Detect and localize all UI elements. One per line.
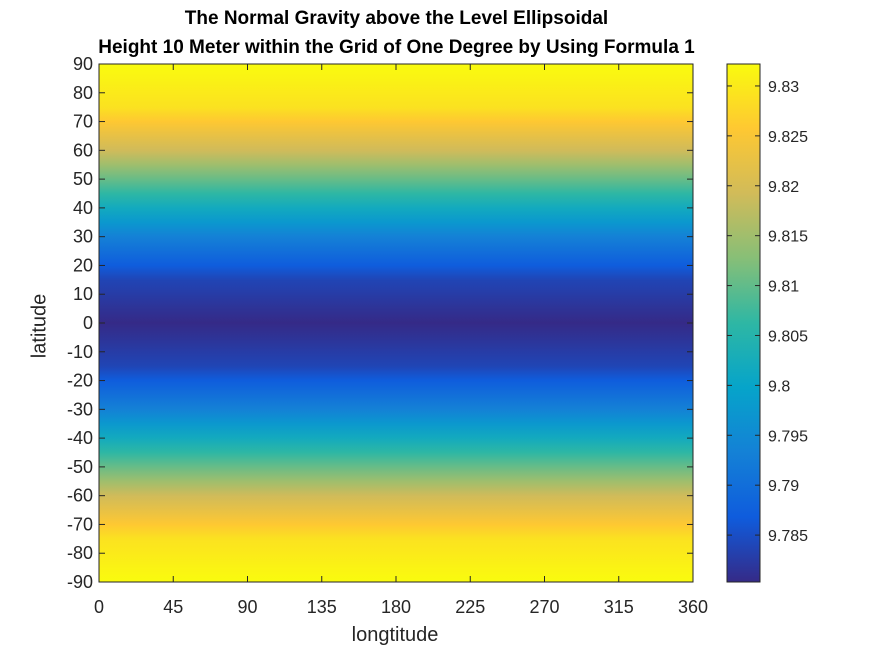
y-tick-label: 40	[73, 198, 93, 218]
x-axis: 0 45 90 135 180 225 270 315 360	[94, 64, 708, 617]
x-tick-label: 90	[237, 597, 257, 617]
y-axis: 90 80 70 60 50 40 30 20 10 0 -10 -20 -30 -40 -50 -60 -70…	[67, 54, 693, 592]
x-tick-label: 135	[307, 597, 337, 617]
y-tick-label: 20	[73, 255, 93, 275]
y-tick-label: 30	[73, 227, 93, 247]
x-tick-label: 45	[163, 597, 183, 617]
chart-title-line-2: Height 10 Meter within the Grid of One D…	[98, 37, 695, 58]
y-tick-label: 60	[73, 140, 93, 160]
colorbar-tick-label: 9.805	[768, 328, 808, 345]
y-tick-label: 90	[73, 54, 93, 74]
y-tick-label: 80	[73, 83, 93, 103]
x-tick-label: 270	[529, 597, 559, 617]
colorbar-tick-label: 9.785	[768, 528, 808, 545]
y-tick-label: 50	[73, 169, 93, 189]
x-tick-label: 225	[455, 597, 485, 617]
y-tick-label: -90	[67, 572, 93, 592]
colorbar-frame	[726, 63, 761, 583]
x-axis-label: longtitude	[351, 624, 439, 646]
colorbar-tick-label: 9.83	[768, 79, 799, 96]
colorbar-axis: 9.83 9.825 9.82 9.815 9.81 9.805 9.8 9.795 9.79 9…	[727, 79, 808, 545]
colorbar-tick-label: 9.79	[768, 478, 799, 495]
colorbar-tick-label: 9.82	[768, 179, 799, 196]
y-tick-label: -30	[67, 399, 93, 419]
x-tick-label: 180	[381, 597, 411, 617]
colorbar-tick-label: 9.8	[768, 378, 790, 395]
colorbar-tick-label: 9.825	[768, 129, 808, 146]
y-tick-label: 10	[73, 284, 93, 304]
x-tick-label: 360	[678, 597, 708, 617]
y-tick-label: -50	[67, 457, 93, 477]
heatmap-surface	[99, 64, 693, 582]
colorbar-tick-label: 9.795	[768, 428, 808, 445]
y-tick-label: -60	[67, 486, 93, 506]
chart-title-line-1: The Normal Gravity above the Level Ellip…	[184, 8, 609, 29]
colorbar	[727, 64, 760, 582]
x-tick-label: 0	[94, 597, 104, 617]
y-tick-label: -70	[67, 514, 93, 534]
colorbar-tick-label: 9.81	[768, 279, 799, 296]
y-tick-label: -20	[67, 371, 93, 391]
y-tick-label: 70	[73, 112, 93, 132]
y-tick-label: -40	[67, 428, 93, 448]
colorbar-tick-label: 9.815	[768, 229, 808, 246]
y-tick-label: -80	[67, 543, 93, 563]
y-tick-label: 0	[83, 313, 93, 333]
y-axis-label: latitude	[28, 293, 51, 359]
x-tick-label: 315	[604, 597, 634, 617]
y-tick-label: -10	[67, 342, 93, 362]
